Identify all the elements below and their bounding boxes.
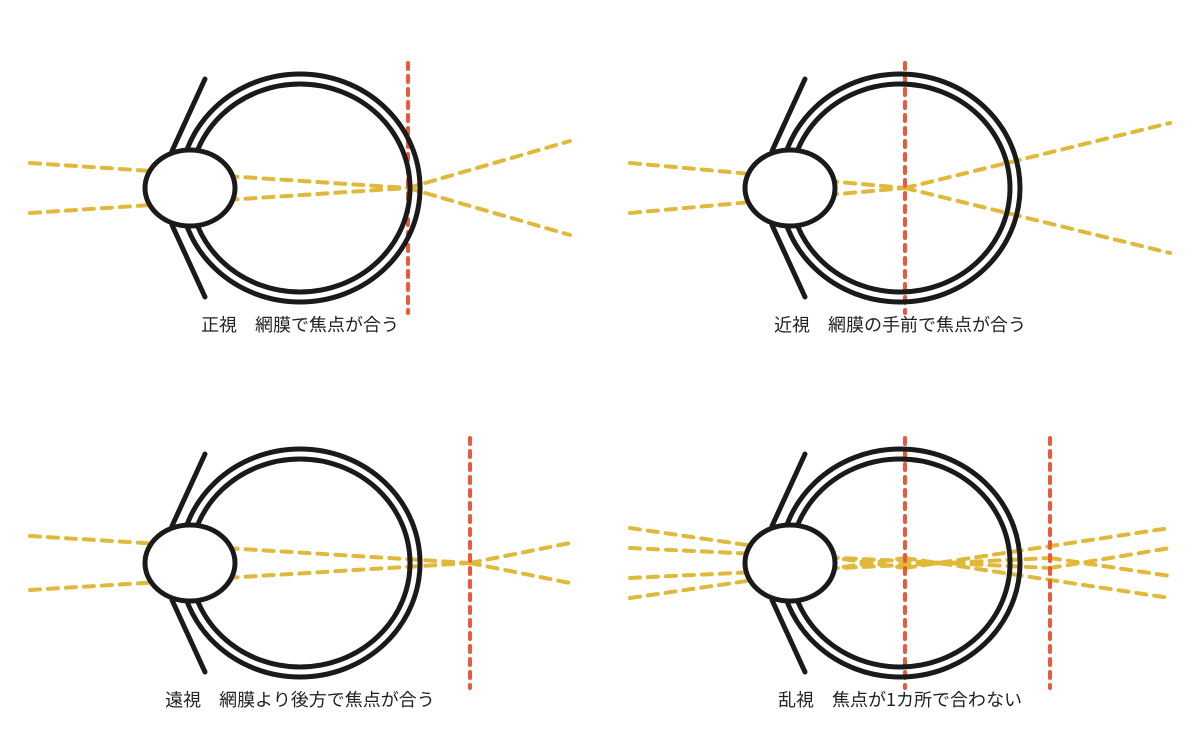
eye-icon [745, 74, 1020, 302]
eye-icon [145, 449, 420, 677]
eye-diagram-hyperopia [10, 408, 590, 718]
panel-emmetropia: 正視 網膜で焦点が合う [0, 0, 600, 375]
eye-diagram-emmetropia [10, 33, 590, 343]
light-rays [630, 528, 1170, 598]
light-rays [30, 141, 570, 235]
light-rays [630, 123, 1170, 253]
caption-myopia: 近視 網膜の手前で焦点が合う [600, 311, 1200, 337]
caption-hyperopia: 遠視 網膜より後方で焦点が合う [0, 686, 600, 712]
diagram-grid: 正視 網膜で焦点が合う 近視 網膜の手前で焦点が合う [0, 0, 1200, 750]
light-rays [30, 536, 570, 590]
caption-astigmatism: 乱視 焦点が1カ所で合わない [600, 686, 1200, 712]
eye-diagram-myopia [610, 33, 1190, 343]
eye-diagram-astigmatism [610, 408, 1190, 718]
panel-hyperopia: 遠視 網膜より後方で焦点が合う [0, 375, 600, 750]
caption-emmetropia: 正視 網膜で焦点が合う [0, 311, 600, 337]
panel-astigmatism: 乱視 焦点が1カ所で合わない [600, 375, 1200, 750]
panel-myopia: 近視 網膜の手前で焦点が合う [600, 0, 1200, 375]
